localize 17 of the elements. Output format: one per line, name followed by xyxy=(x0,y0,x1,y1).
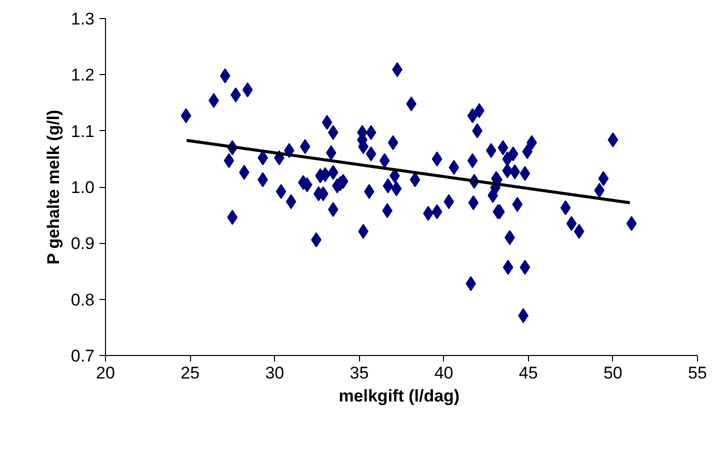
x-tick-label: 50 xyxy=(603,364,622,382)
y-tick-label: 1.0 xyxy=(70,178,95,197)
y-tick-label: 0.8 xyxy=(70,290,95,310)
x-axis-title: melkgift (l/dag) xyxy=(338,386,460,406)
x-tick-label: 20 xyxy=(96,364,115,382)
x-tick-label: 30 xyxy=(265,364,284,382)
y-tick-label: 1.1 xyxy=(70,122,95,141)
y-tick-label: 0.7 xyxy=(70,346,95,366)
y-axis-title: P gehalte melk (g/l) xyxy=(44,110,63,264)
x-tick-label: 55 xyxy=(688,364,707,382)
x-tick-label: 45 xyxy=(518,364,538,382)
y-tick-label: 1.2 xyxy=(70,66,95,85)
x-tick-label: 25 xyxy=(180,364,200,382)
x-tick-label: 35 xyxy=(350,364,369,382)
y-tick-label: 1.3 xyxy=(70,10,95,28)
y-tick-label: 0.9 xyxy=(70,234,95,254)
x-tick-label: 40 xyxy=(434,364,454,382)
